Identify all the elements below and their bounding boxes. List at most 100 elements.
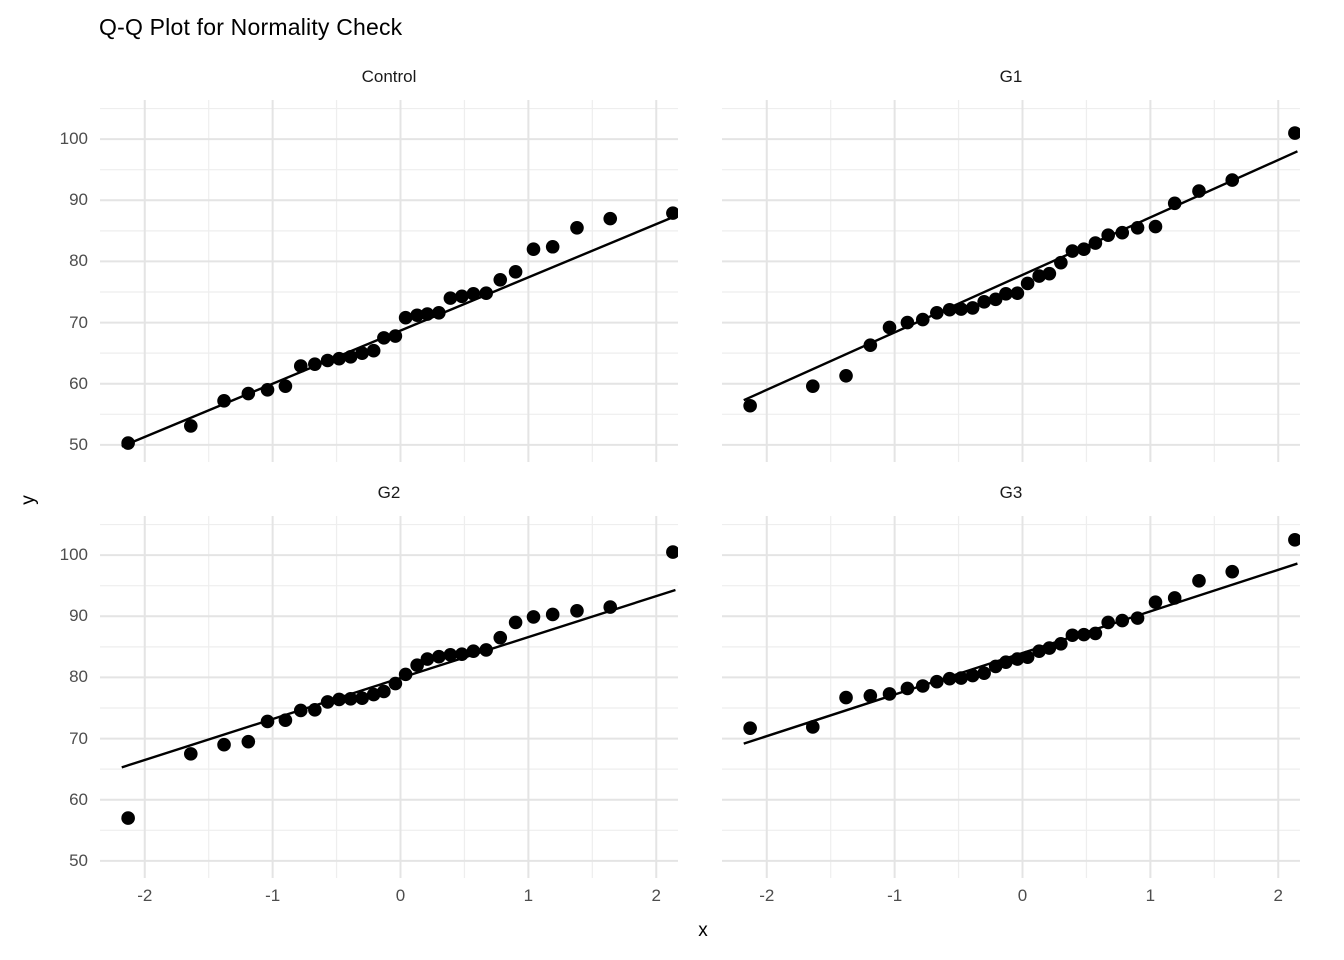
data-point — [241, 386, 256, 401]
data-point — [241, 734, 256, 749]
panel-g3 — [722, 516, 1300, 878]
data-point — [343, 350, 358, 364]
data-point — [508, 615, 523, 630]
y-tick-label: 90 — [69, 606, 88, 626]
data-point — [526, 610, 541, 624]
data-point — [570, 603, 584, 618]
x-tick-label: -1 — [887, 886, 903, 905]
x-tick-label: 1 — [523, 886, 534, 905]
data-point — [1130, 221, 1145, 235]
y-tick-label: 100 — [59, 545, 88, 565]
x-tick-label: 2 — [651, 886, 661, 905]
data-point — [332, 351, 346, 366]
data-point — [320, 695, 335, 709]
data-point — [1192, 574, 1206, 588]
data-point — [545, 607, 560, 622]
data-point — [743, 721, 757, 735]
data-point — [839, 368, 853, 383]
data-point — [1192, 184, 1206, 198]
data-point — [988, 659, 1003, 674]
data-point — [1115, 225, 1130, 240]
data-point — [293, 359, 308, 373]
data-point — [743, 398, 757, 413]
data-point — [1167, 591, 1182, 605]
data-point — [915, 679, 930, 693]
data-point — [1088, 626, 1103, 641]
data-point — [900, 315, 915, 330]
data-point — [479, 643, 493, 657]
data-point — [882, 687, 897, 701]
facet-label-g2: G2 — [377, 483, 401, 502]
data-point — [1225, 173, 1240, 187]
data-point — [479, 286, 493, 301]
data-point — [217, 394, 231, 408]
data-point — [1054, 637, 1068, 651]
data-point — [466, 644, 481, 658]
data-point — [1054, 255, 1068, 270]
y-tick-label: 100 — [59, 129, 88, 149]
y-tick-label: 50 — [69, 850, 88, 870]
data-point — [398, 667, 413, 682]
data-point — [420, 652, 435, 666]
x-tick-label: -2 — [137, 886, 153, 905]
panel-g1 — [722, 100, 1300, 462]
data-point — [466, 287, 481, 301]
data-point — [366, 343, 381, 358]
data-point — [455, 647, 469, 661]
y-tick-label: 60 — [69, 373, 88, 393]
data-point — [388, 676, 403, 691]
panel-g2 — [100, 516, 678, 878]
data-point — [839, 690, 853, 705]
y-tick-label: 50 — [69, 434, 88, 454]
data-point — [308, 703, 322, 717]
x-tick-label: 0 — [1017, 886, 1028, 905]
data-point — [121, 436, 135, 450]
data-point — [900, 681, 915, 696]
data-point — [1065, 244, 1080, 258]
x-tick-label: -2 — [759, 886, 775, 905]
data-point — [863, 338, 878, 353]
chart-title: Q-Q Plot for Normality Check — [99, 14, 403, 40]
data-point — [443, 648, 458, 662]
y-tick-label: 80 — [69, 251, 88, 271]
x-axis-title: x — [698, 920, 708, 941]
data-point — [1077, 627, 1091, 642]
data-point — [930, 674, 944, 689]
data-point — [260, 383, 275, 397]
data-point — [278, 379, 293, 393]
data-point — [278, 713, 293, 728]
data-point — [1077, 242, 1091, 257]
data-point — [1065, 628, 1080, 643]
data-point — [977, 294, 991, 309]
data-point — [260, 714, 275, 729]
y-axis-title: y — [18, 495, 39, 505]
data-point — [1020, 650, 1035, 665]
x-tick-label: -1 — [265, 886, 281, 905]
data-point — [666, 206, 678, 220]
data-point — [930, 305, 944, 320]
data-point — [432, 649, 446, 664]
data-point — [915, 312, 930, 327]
data-point — [1088, 236, 1103, 250]
data-point — [965, 668, 980, 683]
panel-control — [100, 100, 678, 462]
data-point — [293, 703, 308, 718]
data-point — [1130, 611, 1145, 625]
y-tick-label: 90 — [69, 190, 88, 210]
data-point — [493, 272, 508, 287]
data-point — [343, 692, 358, 706]
data-point — [1101, 228, 1115, 242]
data-point — [1288, 126, 1300, 140]
data-point — [355, 691, 369, 706]
data-point — [545, 239, 560, 254]
data-point — [183, 419, 198, 433]
data-point — [1042, 266, 1057, 281]
data-point — [377, 331, 391, 345]
data-point — [332, 692, 346, 707]
data-point — [942, 302, 957, 317]
data-point — [1115, 613, 1130, 628]
data-point — [805, 379, 820, 393]
data-point — [308, 357, 322, 371]
data-point — [1148, 219, 1163, 234]
